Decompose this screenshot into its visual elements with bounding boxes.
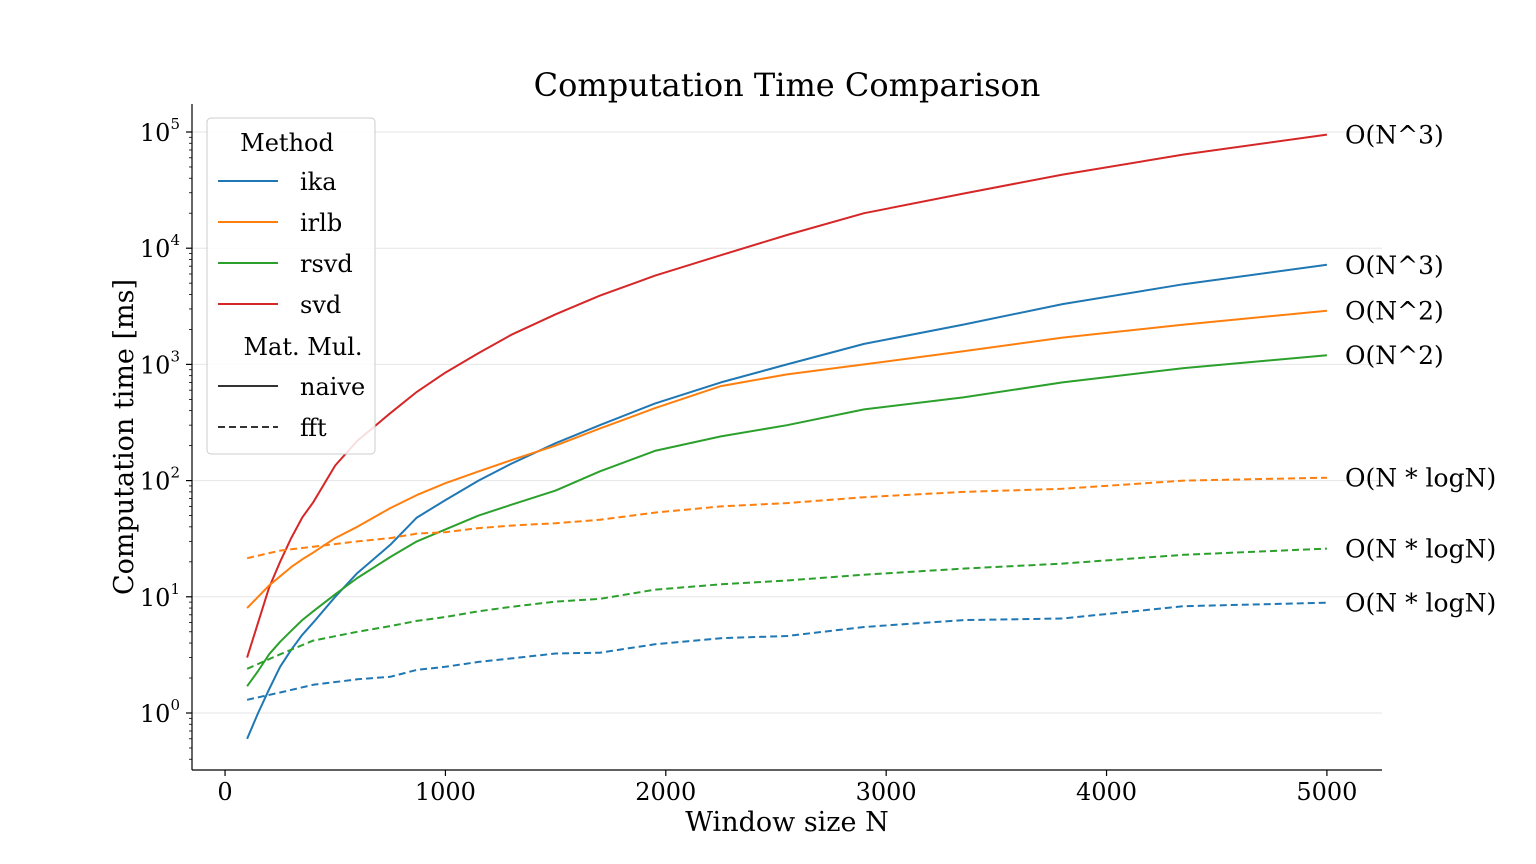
series-line-svd-naive: [246, 133, 1328, 658]
y-tick-base: 10: [140, 235, 171, 263]
series-line-irlb-fft: [246, 476, 1327, 560]
legend-frame: [206, 117, 376, 455]
series-line-ika-naive: [246, 263, 1328, 740]
y-tick-exponent: 0: [170, 696, 180, 714]
y-axis-label: Computation time [ms]: [109, 279, 140, 595]
complexity-annotation-rsvd-naive: O(N^2): [1345, 341, 1444, 370]
complexity-annotations: O(N^3) O(N^3) O(N^2) O(N^2) O(N * logN) O(N *…: [1345, 121, 1496, 618]
y-tick-exponent: 1: [170, 580, 180, 598]
x-axis-ticks: 0 1000 2000 3000 4000 5000: [217, 770, 1357, 806]
plot-series: [246, 133, 1328, 740]
y-tick-base: 10: [140, 351, 171, 379]
series-line-rsvd-naive: [246, 354, 1327, 687]
x-tick-label: 5000: [1296, 778, 1357, 806]
y-tick-label: 101: [140, 580, 180, 612]
complexity-annotation-ika-fft: O(N * logN): [1345, 589, 1496, 618]
complexity-annotation-rsvd-fft: O(N * logN): [1345, 535, 1496, 564]
y-tick-label: 102: [140, 464, 180, 496]
complexity-annotation-irlb-naive: O(N^2): [1345, 297, 1444, 326]
complexity-annotation-svd-naive: O(N^3): [1345, 121, 1444, 150]
legend-method-entries: ika irlb rsvd svd: [218, 168, 353, 319]
y-tick-exponent: 2: [170, 464, 180, 482]
complexity-annotation-ika-naive: O(N^3): [1345, 251, 1444, 280]
series-line-rsvd-fft: [246, 547, 1327, 670]
legend-style-entries: naive fft: [218, 373, 365, 442]
y-tick-exponent: 4: [170, 231, 180, 249]
x-tick-label: 2000: [635, 778, 696, 806]
y-tick-base: 10: [140, 468, 171, 496]
legend-label-irlb: irlb: [300, 209, 342, 237]
x-tick-label: 4000: [1076, 778, 1137, 806]
y-tick-label: 103: [140, 347, 180, 379]
x-axis-label: Window size N: [685, 807, 888, 838]
x-tick-label: 1000: [415, 778, 476, 806]
legend-matmul-title: Mat. Mul.: [243, 333, 362, 361]
y-tick-label: 104: [140, 231, 180, 263]
x-tick-label: 3000: [856, 778, 917, 806]
y-gridlines: [192, 131, 1382, 714]
legend-label-rsvd: rsvd: [300, 250, 353, 278]
y-tick-label: 105: [140, 115, 180, 147]
y-tick-base: 10: [140, 700, 171, 728]
legend-label-ika: ika: [300, 168, 337, 196]
y-tick-exponent: 3: [170, 347, 180, 365]
y-tick-label: 100: [140, 696, 180, 728]
series-line-irlb-naive: [246, 309, 1327, 609]
y-tick-base: 10: [140, 119, 171, 147]
legend-label-fft: fft: [300, 414, 327, 442]
x-tick-label: 0: [217, 778, 232, 806]
legend-label-svd: svd: [300, 291, 341, 319]
chart-title: Computation Time Comparison: [534, 66, 1041, 104]
y-tick-base: 10: [140, 584, 171, 612]
complexity-annotation-irlb-fft: O(N * logN): [1345, 464, 1496, 493]
legend-method-title: Method: [240, 129, 334, 157]
series-line-ika-fft: [246, 601, 1327, 701]
y-tick-exponent: 5: [170, 115, 180, 133]
legend: Method ika irlb rsvd svd Mat. Mul. naive fft: [206, 117, 376, 455]
legend-label-naive: naive: [300, 373, 365, 401]
